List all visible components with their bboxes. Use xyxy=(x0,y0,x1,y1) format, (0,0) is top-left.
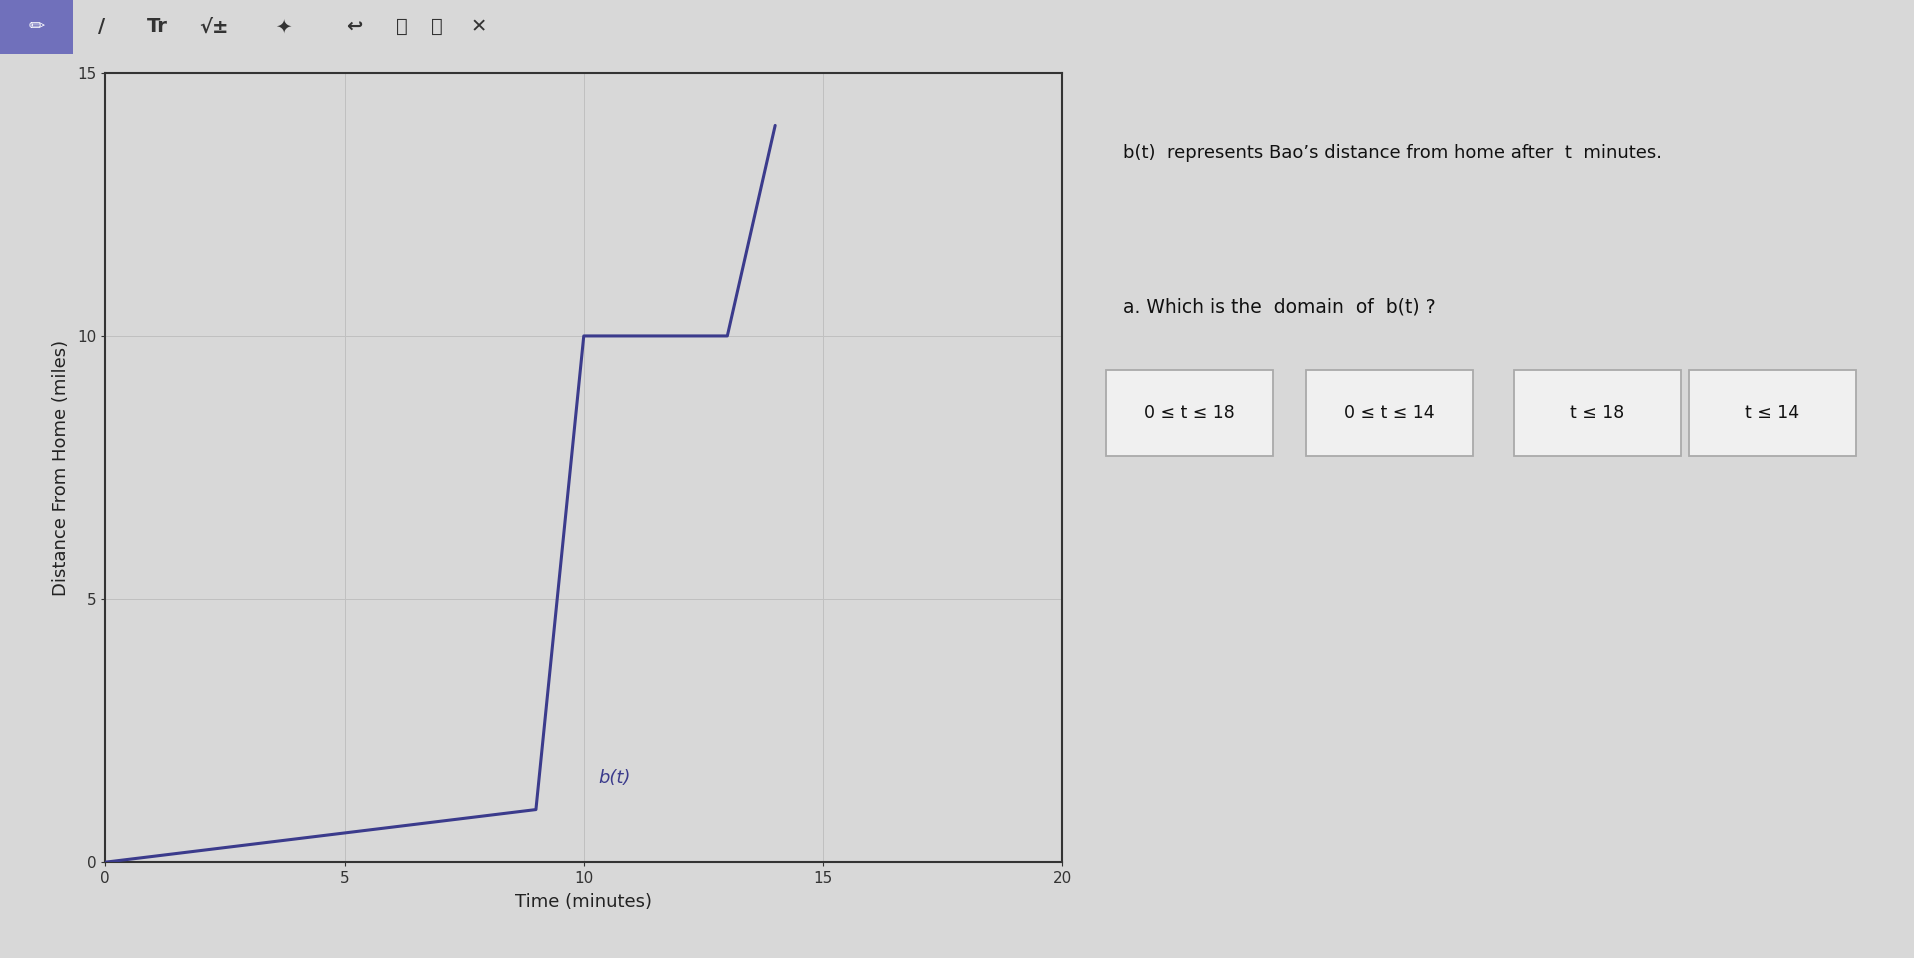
Text: ⌒: ⌒ xyxy=(396,17,408,36)
Text: b(t): b(t) xyxy=(599,769,630,787)
Text: Tr: Tr xyxy=(147,17,167,36)
Y-axis label: Distance From Home (miles): Distance From Home (miles) xyxy=(52,339,71,596)
Text: t ≤ 18: t ≤ 18 xyxy=(1571,404,1625,422)
Text: t ≤ 14: t ≤ 14 xyxy=(1746,404,1799,422)
X-axis label: Time (minutes): Time (minutes) xyxy=(515,893,653,911)
Text: ✦: ✦ xyxy=(276,17,291,36)
Text: b(t)  represents Bao’s distance from home after  t  minutes.: b(t) represents Bao’s distance from home… xyxy=(1124,144,1661,162)
Text: a. Which is the  domain  of  b(t) ?: a. Which is the domain of b(t) ? xyxy=(1124,298,1436,317)
Text: ✏: ✏ xyxy=(29,17,44,36)
Text: ✕: ✕ xyxy=(471,17,486,36)
Text: ⌒: ⌒ xyxy=(431,17,442,36)
Text: 0 ≤ t ≤ 14: 0 ≤ t ≤ 14 xyxy=(1344,404,1436,422)
FancyBboxPatch shape xyxy=(0,0,73,54)
Text: ↩: ↩ xyxy=(346,17,362,36)
Text: √±: √± xyxy=(199,17,230,36)
FancyBboxPatch shape xyxy=(1514,370,1680,456)
FancyBboxPatch shape xyxy=(1106,370,1273,456)
FancyBboxPatch shape xyxy=(1305,370,1472,456)
Text: /: / xyxy=(98,17,105,36)
Text: 0 ≤ t ≤ 18: 0 ≤ t ≤ 18 xyxy=(1145,404,1235,422)
FancyBboxPatch shape xyxy=(1690,370,1857,456)
